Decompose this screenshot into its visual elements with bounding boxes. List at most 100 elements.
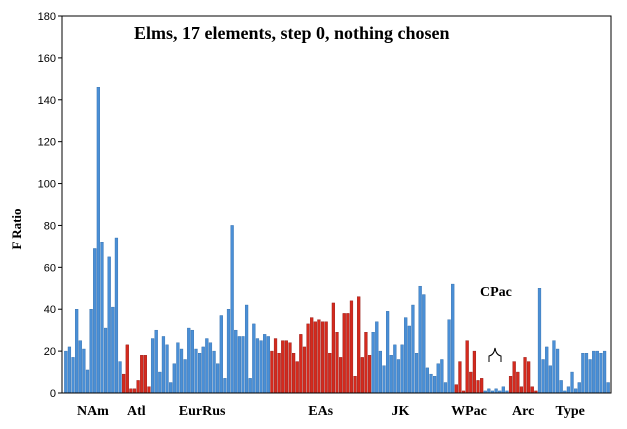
bar-wpac-2: [458, 361, 462, 394]
bar-arc-7: [530, 386, 534, 394]
bar-eurrus-20: [219, 315, 223, 394]
bar-type-11: [574, 388, 578, 394]
bar-nam-8: [89, 309, 93, 394]
y-tick-label: 180: [38, 11, 56, 23]
bar-eurrus-17: [208, 342, 213, 394]
bar-jk-22: [447, 319, 451, 394]
bar-eurrus-4: [161, 336, 166, 394]
bar-eurrus-14: [197, 353, 202, 394]
bar-arc-5: [523, 357, 527, 394]
bar-eas-9: [299, 334, 303, 394]
bar-eas-6: [288, 342, 292, 394]
chart-title: Elms, 17 elements, step 0, nothing chose…: [134, 23, 450, 43]
bar-eurrus-33: [266, 336, 270, 394]
bar-type-1: [537, 288, 542, 394]
bar-eurrus-11: [187, 327, 191, 394]
bar-eas-28: [367, 355, 372, 394]
bar-eas-8: [295, 361, 299, 394]
bar-type-7: [559, 380, 563, 394]
bar-eurrus-24: [234, 329, 238, 394]
bar-cpac-2: [487, 388, 491, 394]
bar-arc-4: [519, 386, 524, 394]
bar-eurrus-16: [205, 338, 209, 394]
bar-wpac-5: [469, 371, 473, 394]
bar-jk-20: [440, 359, 444, 394]
bar-nam-4: [75, 309, 79, 394]
bar-nam-16: [118, 361, 122, 394]
y-tick-label: 100: [38, 179, 56, 191]
bar-eas-24: [353, 376, 357, 394]
bar-atl-6: [140, 355, 144, 394]
bar-eurrus-13: [194, 348, 198, 394]
bar-jk-13: [414, 353, 419, 394]
cpac-bracket: [488, 347, 502, 362]
group-label-type: Type: [556, 404, 585, 419]
bar-jk-6: [389, 355, 393, 394]
bar-arc-1: [508, 376, 513, 394]
bar-nam-6: [82, 348, 86, 394]
y-tick-label: 120: [38, 137, 56, 149]
bar-wpac-1: [454, 384, 458, 394]
bar-type-15: [588, 359, 592, 394]
bar-jk-17: [429, 373, 433, 394]
bar-eas-21: [342, 313, 346, 394]
bar-eas-20: [339, 357, 343, 394]
bar-eurrus-9: [179, 348, 184, 394]
bar-atl-4: [132, 388, 137, 394]
y-axis-ticks: 0 20 40 60 80 100 120 140 160 180: [38, 11, 62, 400]
bar-jk-11: [407, 325, 411, 394]
bar-nam-15: [114, 237, 119, 394]
bar-type-4: [548, 365, 552, 394]
bar-type-18: [599, 353, 603, 394]
bar-eurrus-26: [241, 336, 245, 394]
group-label-nam: NAm: [77, 404, 109, 419]
bar-cpac-6: [501, 386, 505, 394]
bar-jk-15: [422, 294, 426, 394]
bar-type-14: [584, 353, 589, 394]
bar-eas-17: [328, 353, 332, 394]
bar-nam-14: [111, 306, 115, 394]
bar-type-10: [570, 371, 574, 394]
group-label-eas: EAs: [308, 404, 333, 419]
bar-jk-21: [443, 382, 448, 394]
y-tick-label: 160: [38, 53, 56, 65]
bar-eas-25: [357, 296, 361, 394]
y-tick-label: 20: [44, 346, 56, 358]
bar-type-16: [592, 350, 596, 394]
bars: [64, 87, 610, 394]
bar-jk-12: [411, 304, 415, 394]
bar-jk-4: [382, 365, 386, 394]
bar-jk-19: [436, 363, 440, 394]
bar-eurrus-8: [176, 342, 180, 394]
bar-eurrus-5: [165, 344, 169, 394]
bar-atl-1: [122, 373, 126, 394]
bar-jk-8: [396, 359, 401, 394]
bar-eas-15: [320, 321, 325, 394]
bar-eas-14: [317, 319, 321, 394]
cpac-annotation-label: CPac: [480, 285, 512, 300]
bar-atl-3: [129, 388, 133, 394]
bar-arc-6: [527, 361, 531, 394]
bar-eurrus-23: [230, 225, 234, 394]
y-tick-label: 40: [44, 304, 56, 316]
bar-eurrus-32: [263, 334, 267, 394]
bar-jk-23: [451, 283, 455, 394]
bar-type-19: [602, 350, 607, 394]
bar-nam-7: [85, 369, 90, 394]
bar-cpac-4: [494, 388, 498, 394]
bar-atl-2: [125, 344, 129, 394]
bar-eurrus-1: [150, 338, 155, 394]
group-label-atl: Atl: [127, 404, 146, 419]
bar-eas-19: [335, 332, 339, 394]
y-tick-label: 0: [50, 388, 56, 400]
bar-type-2: [541, 359, 545, 394]
bar-eas-5: [284, 340, 288, 394]
bar-nam-5: [78, 340, 82, 394]
bar-eurrus-22: [226, 309, 231, 394]
annotations: CPac: [480, 285, 512, 362]
bar-jk-14: [418, 285, 422, 394]
bar-type-9: [566, 386, 571, 394]
bar-eas-27: [364, 332, 368, 394]
bar-nam-3: [71, 357, 75, 394]
